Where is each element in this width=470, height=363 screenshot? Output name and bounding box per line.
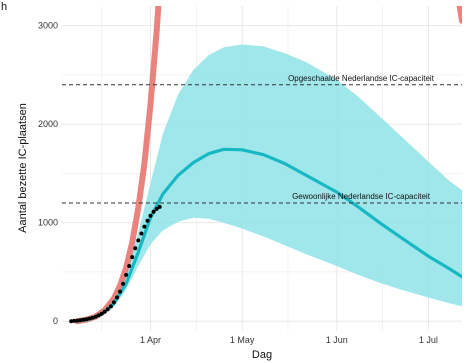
- observed-point: [148, 213, 153, 218]
- y-axis-title: Aantal bezette IC-plaatsen: [17, 103, 29, 233]
- observed-point: [111, 300, 116, 305]
- observed-point: [108, 304, 113, 309]
- observed-point: [75, 318, 80, 323]
- observed-point: [142, 224, 147, 229]
- observed-point: [157, 204, 162, 209]
- observed-point: [130, 255, 135, 260]
- observed-point: [151, 209, 156, 214]
- axis-ticks: 0 1000 2000 3000 1 Apr 1 May 1 Jun 1 Jul: [38, 21, 438, 345]
- x-tick-label: 1 Apr: [140, 335, 161, 345]
- observed-point: [93, 314, 98, 319]
- observed-point: [99, 311, 104, 316]
- y-tick-label: 0: [53, 316, 58, 326]
- y-tick-label: 1000: [38, 218, 58, 228]
- observed-point: [72, 318, 77, 323]
- x-tick-label: 1 Jun: [326, 335, 348, 345]
- observed-point: [102, 309, 107, 314]
- observed-point: [154, 206, 159, 211]
- observed-point: [145, 218, 150, 223]
- observed-point: [124, 272, 129, 277]
- observed-point: [96, 313, 101, 318]
- observed-point: [90, 315, 95, 320]
- observed-point: [115, 295, 119, 300]
- observed-point: [69, 319, 74, 324]
- observed-point: [118, 289, 122, 294]
- observed-points: [69, 204, 162, 324]
- corner-label: h: [1, 1, 7, 13]
- reference-lines: Opgeschaalde Nederlandse IC-capaciteit Ge…: [62, 74, 462, 204]
- prediction-line: [75, 147, 462, 323]
- observed-point: [105, 307, 110, 312]
- observed-point: [133, 246, 138, 251]
- reference-label-0: Opgeschaalde Nederlandse IC-capaciteit: [288, 74, 435, 83]
- red-curve-line-1: [456, 6, 462, 24]
- band-layer: [77, 44, 462, 322]
- x-tick-label: 1 May: [230, 335, 255, 345]
- y-tick-label: 3000: [38, 21, 58, 31]
- observed-point: [84, 317, 89, 322]
- x-axis-title: Dag: [252, 349, 272, 361]
- y-tick-label: 2000: [38, 119, 58, 129]
- prediction-interval-band: [77, 44, 462, 322]
- observed-point: [127, 264, 132, 268]
- observed-point: [87, 316, 92, 321]
- observed-point: [139, 231, 144, 236]
- observed-point: [121, 281, 126, 286]
- x-tick-label: 1 Jul: [419, 335, 438, 345]
- observed-point: [136, 238, 141, 243]
- observed-point: [81, 317, 86, 322]
- observed-point: [78, 318, 83, 323]
- reference-label-1: Gewoonlijke Nederlandse IC-capaciteit: [292, 192, 431, 201]
